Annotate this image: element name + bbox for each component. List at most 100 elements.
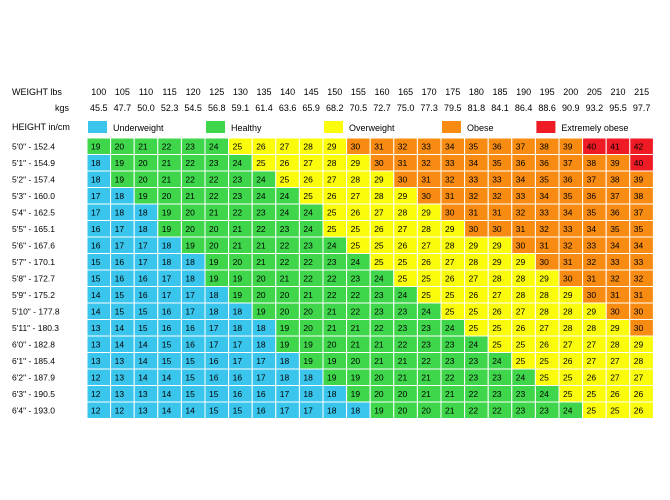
bmi-value: 16 [115, 257, 125, 267]
bmi-value: 32 [634, 273, 644, 283]
bmi-value: 19 [280, 339, 290, 349]
bmi-value: 17 [91, 191, 101, 201]
bmi-value: 25 [421, 290, 431, 300]
height-label-5: 5'5" - 165.1 [12, 224, 55, 234]
weight-lbs-tick: 195 [540, 87, 555, 97]
bmi-value: 20 [115, 141, 125, 151]
bmi-value: 15 [138, 306, 148, 316]
bmi-value: 19 [91, 141, 101, 151]
bmi-value: 21 [351, 339, 361, 349]
bmi-value: 19 [209, 257, 219, 267]
bmi-value: 25 [563, 372, 573, 382]
bmi-value: 24 [303, 224, 313, 234]
bmi-value: 32 [445, 174, 455, 184]
bmi-value: 25 [539, 356, 549, 366]
weight-kgs-tick: 56.8 [208, 103, 226, 113]
bmi-value: 18 [162, 257, 172, 267]
bmi-value: 25 [445, 290, 455, 300]
bmi-value: 38 [539, 141, 549, 151]
bmi-value: 28 [421, 224, 431, 234]
bmi-value: 15 [162, 356, 172, 366]
bmi-value: 19 [162, 207, 172, 217]
bmi-value: 16 [233, 372, 243, 382]
bmi-value: 20 [303, 306, 313, 316]
bmi-value: 26 [634, 389, 644, 399]
weight-lbs-tick: 150 [327, 87, 342, 97]
bmi-value: 18 [91, 158, 101, 168]
bmi-value: 14 [162, 405, 172, 415]
weight-lbs-tick: 200 [563, 87, 578, 97]
bmi-value: 21 [138, 141, 148, 151]
bmi-value: 31 [374, 141, 384, 151]
bmi-value: 27 [587, 356, 597, 366]
bmi-value: 26 [539, 339, 549, 349]
weight-kgs-tick: 93.2 [586, 103, 604, 113]
bmi-value: 29 [351, 158, 361, 168]
bmi-value: 15 [209, 405, 219, 415]
bmi-value: 30 [351, 141, 361, 151]
bmi-value: 18 [351, 405, 361, 415]
bmi-value: 26 [469, 290, 479, 300]
bmi-value: 15 [185, 389, 195, 399]
bmi-value: 24 [516, 372, 526, 382]
bmi-value: 21 [374, 356, 384, 366]
bmi-value: 18 [280, 356, 290, 366]
bmi-value: 29 [587, 306, 597, 316]
bmi-value: 22 [233, 207, 243, 217]
bmi-value: 32 [539, 224, 549, 234]
bmi-value: 13 [138, 389, 148, 399]
bmi-value: 27 [516, 306, 526, 316]
bmi-value: 20 [398, 389, 408, 399]
bmi-value: 13 [115, 356, 125, 366]
bmi-value: 31 [469, 207, 479, 217]
bmi-value: 20 [374, 389, 384, 399]
bmi-value: 30 [492, 224, 502, 234]
bmi-value: 26 [256, 141, 266, 151]
bmi-value: 25 [563, 389, 573, 399]
bmi-value: 23 [492, 389, 502, 399]
height-label-9: 5'9" - 175.2 [12, 290, 55, 300]
weight-kgs-tick: 86.4 [515, 103, 533, 113]
bmi-value: 20 [280, 306, 290, 316]
bmi-value: 23 [374, 290, 384, 300]
bmi-value: 30 [610, 306, 620, 316]
bmi-value: 22 [280, 240, 290, 250]
bmi-value: 28 [327, 158, 337, 168]
bmi-value: 22 [469, 389, 479, 399]
bmi-grid: 19 20 21 22 23 24 25 26 27 28 29 30 31 32 33 34 35 36 37 38… [86, 137, 654, 419]
bmi-value: 24 [445, 323, 455, 333]
bmi-value: 18 [185, 273, 195, 283]
bmi-value: 16 [91, 240, 101, 250]
bmi-value: 28 [634, 356, 644, 366]
bmi-value: 24 [492, 356, 502, 366]
bmi-value: 21 [398, 356, 408, 366]
weight-lbs-tick: 125 [209, 87, 224, 97]
bmi-value: 12 [91, 372, 101, 382]
bmi-value: 20 [256, 290, 266, 300]
bmi-value: 36 [516, 158, 526, 168]
weight-lbs-tick: 100 [91, 87, 106, 97]
bmi-value: 14 [185, 405, 195, 415]
bmi-value: 36 [563, 174, 573, 184]
bmi-value: 14 [162, 372, 172, 382]
bmi-value: 29 [610, 323, 620, 333]
bmi-value: 26 [634, 405, 644, 415]
bmi-value: 19 [115, 158, 125, 168]
bmi-value: 31 [421, 174, 431, 184]
bmi-value: 14 [91, 306, 101, 316]
bmi-value: 27 [492, 290, 502, 300]
bmi-value: 25 [374, 240, 384, 250]
weight-lbs-tick: 185 [492, 87, 507, 97]
bmi-value: 35 [587, 207, 597, 217]
bmi-value: 20 [138, 158, 148, 168]
bmi-value: 17 [162, 273, 172, 283]
bmi-value: 36 [610, 207, 620, 217]
bmi-value: 42 [634, 141, 644, 151]
bmi-value: 17 [115, 224, 125, 234]
bmi-value: 25 [539, 372, 549, 382]
bmi-value: 16 [162, 306, 172, 316]
bmi-value: 15 [185, 372, 195, 382]
bmi-value: 26 [563, 356, 573, 366]
bmi-value: 25 [587, 389, 597, 399]
bmi-value: 19 [209, 273, 219, 283]
